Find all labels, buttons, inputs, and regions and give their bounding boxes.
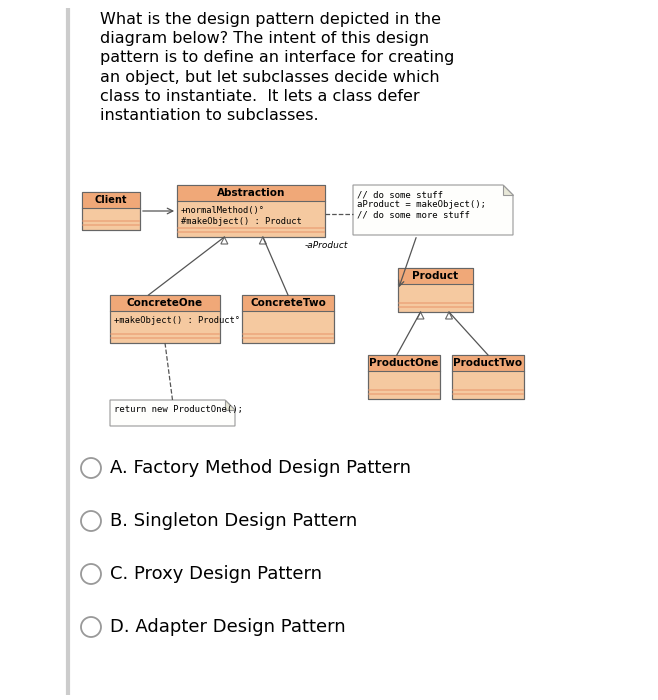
Bar — [242, 295, 334, 343]
Text: D. Adapter Design Pattern: D. Adapter Design Pattern — [110, 618, 345, 636]
Bar — [110, 295, 220, 311]
Bar — [398, 268, 473, 312]
Text: ConcreteTwo: ConcreteTwo — [250, 298, 326, 308]
Text: ConcreteOne: ConcreteOne — [127, 298, 203, 308]
Text: return new ProductOne();: return new ProductOne(); — [114, 405, 243, 414]
Text: #makeObject() : Product: #makeObject() : Product — [181, 217, 302, 226]
Bar — [177, 185, 325, 201]
Polygon shape — [353, 185, 513, 235]
Bar — [110, 295, 220, 343]
Bar — [368, 355, 440, 399]
Text: Product: Product — [413, 271, 459, 281]
Bar — [452, 355, 524, 399]
Polygon shape — [503, 185, 513, 195]
Bar — [398, 268, 473, 312]
Text: -aProduct: -aProduct — [305, 241, 348, 250]
Bar — [242, 295, 334, 311]
Bar — [452, 355, 524, 399]
Polygon shape — [110, 400, 235, 426]
Bar — [82, 192, 140, 230]
Text: C. Proxy Design Pattern: C. Proxy Design Pattern — [110, 565, 322, 583]
Text: // do some stuff: // do some stuff — [357, 190, 443, 199]
Bar — [368, 355, 440, 399]
Bar — [110, 295, 220, 343]
Polygon shape — [445, 312, 453, 319]
Polygon shape — [221, 237, 228, 244]
Bar — [177, 185, 325, 237]
Polygon shape — [225, 400, 235, 410]
Polygon shape — [417, 312, 424, 319]
Text: ProductOne: ProductOne — [369, 358, 439, 368]
Text: B. Singleton Design Pattern: B. Singleton Design Pattern — [110, 512, 357, 530]
Text: +normalMethod()°: +normalMethod()° — [181, 206, 265, 215]
Bar — [82, 192, 140, 208]
Text: Client: Client — [95, 195, 127, 205]
Bar — [398, 268, 473, 284]
Text: ProductTwo: ProductTwo — [453, 358, 522, 368]
Text: +makeObject() : Product°: +makeObject() : Product° — [114, 316, 240, 325]
Text: // do some more stuff: // do some more stuff — [357, 210, 470, 219]
Text: A. Factory Method Design Pattern: A. Factory Method Design Pattern — [110, 459, 411, 477]
Bar — [368, 355, 440, 371]
Bar — [177, 185, 325, 237]
Bar — [452, 355, 524, 371]
Text: What is the design pattern depicted in the
diagram below? The intent of this des: What is the design pattern depicted in t… — [100, 12, 455, 123]
Text: aProduct = makeObject();: aProduct = makeObject(); — [357, 200, 486, 209]
Polygon shape — [259, 237, 266, 244]
Bar — [242, 295, 334, 343]
Bar — [82, 192, 140, 230]
Text: Abstraction: Abstraction — [217, 188, 285, 198]
